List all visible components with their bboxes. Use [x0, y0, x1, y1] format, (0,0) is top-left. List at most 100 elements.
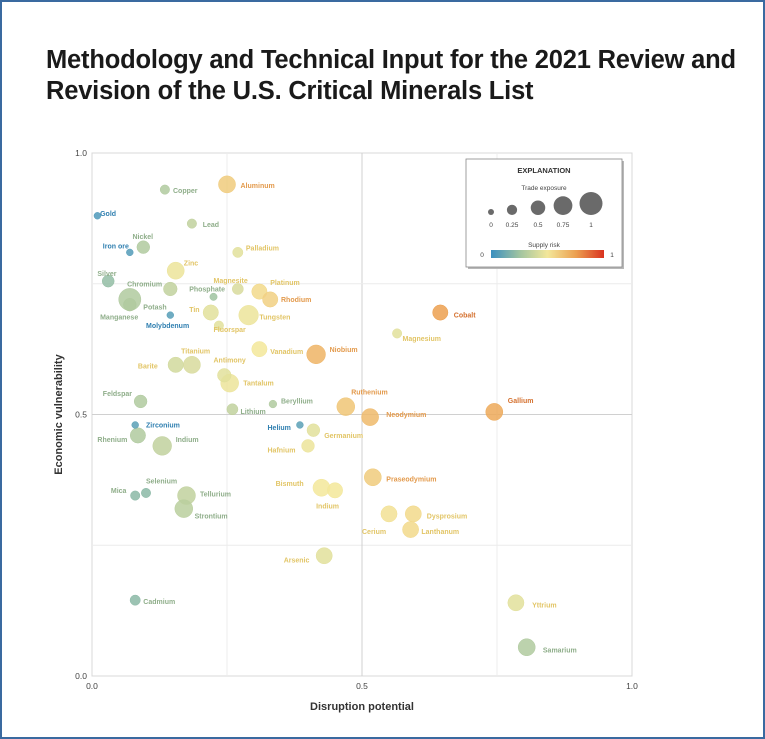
point-label-titanium: Titanium [181, 349, 210, 356]
point-label-germanium: Germanium [324, 433, 363, 440]
point-label-antimony: Antimony [214, 358, 246, 365]
point-label-barite: Barite [138, 363, 158, 370]
point-label-chromium: Chromium [127, 281, 162, 288]
point-palladium [232, 246, 244, 258]
y-tick-label: 1.0 [75, 148, 87, 158]
legend-size-circle [506, 204, 518, 215]
point-strontium [174, 499, 194, 518]
point-helium [296, 421, 304, 429]
legend-size-circle [530, 200, 546, 215]
point-praseodymium [364, 468, 382, 487]
point-label-cerium: Cerium [362, 529, 386, 536]
point-label-nickel: Nickel [133, 234, 154, 241]
chart-point-labels: Gold Copper Aluminum Lead Iron ore Nickel Pall… [97, 183, 576, 654]
legend-color-bar [491, 250, 604, 258]
point-potash [123, 298, 137, 312]
point-label-arsenic: Arsenic [284, 557, 310, 564]
point-label-neodymium: Neodymium [386, 412, 426, 419]
point-arsenic [315, 547, 333, 565]
point-label-magnesite: Magnesite [214, 278, 248, 285]
point-label-fluorspar: Fluorspar [214, 327, 247, 334]
point-label-tellurium: Tellurium [200, 491, 231, 498]
legend-size-circle [553, 196, 573, 215]
point-label-iron-ore: Iron ore [103, 244, 129, 251]
legend-color-title: Supply risk [528, 242, 561, 249]
point-niobium [306, 344, 326, 364]
point-label-tantalum: Tantalum [243, 381, 274, 388]
point-label-yttrium: Yttrium [532, 602, 557, 609]
point-germanium [306, 423, 321, 437]
point-label-lithium: Lithium [241, 409, 266, 416]
point-label-feldspar: Feldspar [103, 391, 132, 398]
point-label-beryllium: Beryllium [281, 398, 313, 405]
point-magnesium [392, 328, 403, 339]
point-label-niobium: Niobium [330, 347, 358, 354]
point-label-lanthanum: Lanthanum [421, 529, 459, 536]
legend-size-label: 0.75 [557, 222, 570, 229]
point-label-gallium: Gallium [508, 398, 534, 405]
point-vanadium [251, 341, 268, 358]
point-label-zinc: Zinc [184, 260, 198, 267]
point-label-rhodium: Rhodium [281, 297, 311, 304]
point-neodymium [361, 408, 379, 426]
point-label-lead: Lead [203, 222, 219, 229]
chart-axes: 0.0 0.5 1.0 0.0 0.5 1.0 [75, 148, 638, 691]
point-label-hafnium: Hafnium [268, 448, 296, 455]
point-barite [167, 356, 184, 373]
point-label-mica: Mica [111, 488, 127, 495]
y-tick-label: 0.5 [75, 410, 87, 420]
legend-color-min: 0 [480, 252, 484, 259]
point-hafnium [301, 439, 315, 453]
point-indium [152, 436, 172, 456]
point-aluminum [218, 175, 236, 194]
point-titanium [183, 356, 201, 374]
point-feldspar [133, 394, 148, 409]
point-beryllium [268, 399, 277, 409]
point-magnesite [232, 283, 244, 295]
point-label-palladium: Palladium [246, 246, 279, 253]
point-tin [202, 304, 219, 321]
page-title-line-1: Methodology and Technical Input for the … [46, 46, 736, 74]
point-rhodium [262, 291, 279, 308]
page-title: Methodology and Technical Input for the … [46, 45, 746, 107]
point-rhenium [129, 427, 146, 444]
point-label-indium: Indium [316, 504, 339, 511]
point-gold [93, 212, 102, 220]
point-ruthenium [336, 397, 355, 416]
point-label-vanadium: Vanadium [270, 349, 303, 356]
point-label-platinum: Platinum [270, 280, 300, 287]
y-tick-label: 0.0 [75, 671, 87, 681]
point-nickel [136, 240, 150, 254]
x-tick-label: 1.0 [626, 681, 638, 691]
point-silver [101, 274, 115, 288]
point-label-cadmium: Cadmium [143, 599, 175, 606]
point-label-ruthenium: Ruthenium [351, 390, 388, 397]
point-label-tin: Tin [189, 307, 199, 314]
point-label-manganese: Manganese [100, 315, 138, 322]
point-phosphate [209, 292, 218, 301]
point-label-selenium: Selenium [146, 478, 177, 485]
point-platinum [251, 283, 268, 300]
point-iron-ore [126, 248, 134, 257]
point-label-zirconium: Zirconium [146, 422, 180, 429]
point-label-helium: Helium [268, 425, 291, 432]
point-chromium [163, 281, 178, 297]
point-mica [130, 490, 141, 501]
point-copper [159, 184, 170, 195]
point-label-bismuth: Bismuth [276, 481, 304, 488]
point-label-molybdenum: Molybdenum [146, 323, 189, 330]
point-label-potash: Potash [143, 304, 166, 311]
point-lanthanum [402, 521, 419, 538]
point-indium2 [327, 482, 343, 499]
point-label-strontium: Strontium [195, 513, 228, 520]
point-label-praseodymium: Praseodymium [386, 476, 436, 483]
legend-size-circle [488, 209, 494, 215]
point-label-aluminum: Aluminum [241, 183, 275, 190]
legend-size-label: 0.5 [533, 222, 542, 229]
point-cadmium [129, 594, 141, 606]
point-label-indium: Indium [176, 437, 199, 444]
point-zirconium [131, 421, 139, 429]
point-zinc [166, 261, 185, 280]
x-tick-label: 0.0 [86, 681, 98, 691]
